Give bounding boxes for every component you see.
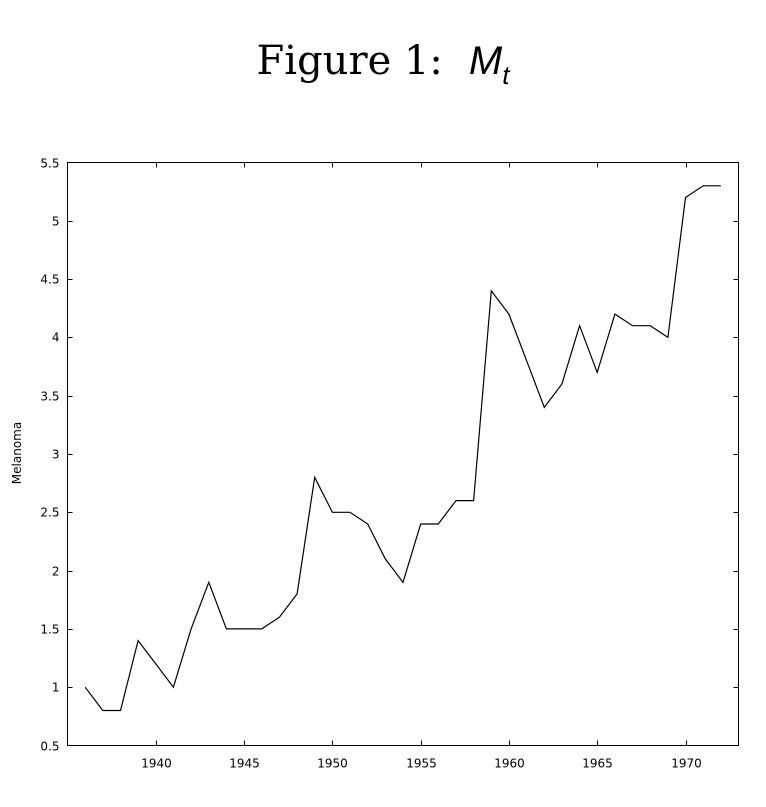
y-tick-label: 1 <box>52 681 60 695</box>
y-tick-label: 4.5 <box>40 273 59 287</box>
figure-title: Figure 1: Mt <box>0 38 766 91</box>
y-tick-label: 2 <box>52 565 60 579</box>
x-tick-label: 1945 <box>229 757 260 771</box>
plot-frame <box>67 162 739 746</box>
x-tick-label: 1940 <box>141 757 172 771</box>
y-tick-label: 1.5 <box>40 623 59 637</box>
y-tick-label: 2.5 <box>40 506 59 520</box>
y-tick-label: 3.5 <box>40 390 59 404</box>
tick-marks <box>67 162 739 746</box>
y-tick-label: 0.5 <box>40 740 59 754</box>
figure-title-math: Mt <box>468 39 510 90</box>
figure-title-math-main: M <box>468 39 503 83</box>
tick-labels: 1940 1945 1950 1955 1960 1965 1970 0.5 1 1.5 2 2.5 3… <box>40 157 701 771</box>
y-tick-label: 5.5 <box>40 157 59 171</box>
series-line <box>84 185 721 712</box>
figure-title-math-sub: t <box>502 60 510 90</box>
x-tick-label: 1960 <box>494 757 525 771</box>
x-tick-label: 1950 <box>317 757 348 771</box>
y-tick-label: 4 <box>52 331 60 345</box>
x-tick-label: 1970 <box>671 757 702 771</box>
y-tick-label: 5 <box>52 215 60 229</box>
y-tick-label: 3 <box>52 448 60 462</box>
x-tick-label: 1955 <box>406 757 437 771</box>
y-axis-label: Melanoma <box>10 422 24 484</box>
figure-title-prefix: Figure 1: <box>256 38 443 84</box>
x-tick-label: 1965 <box>582 757 613 771</box>
